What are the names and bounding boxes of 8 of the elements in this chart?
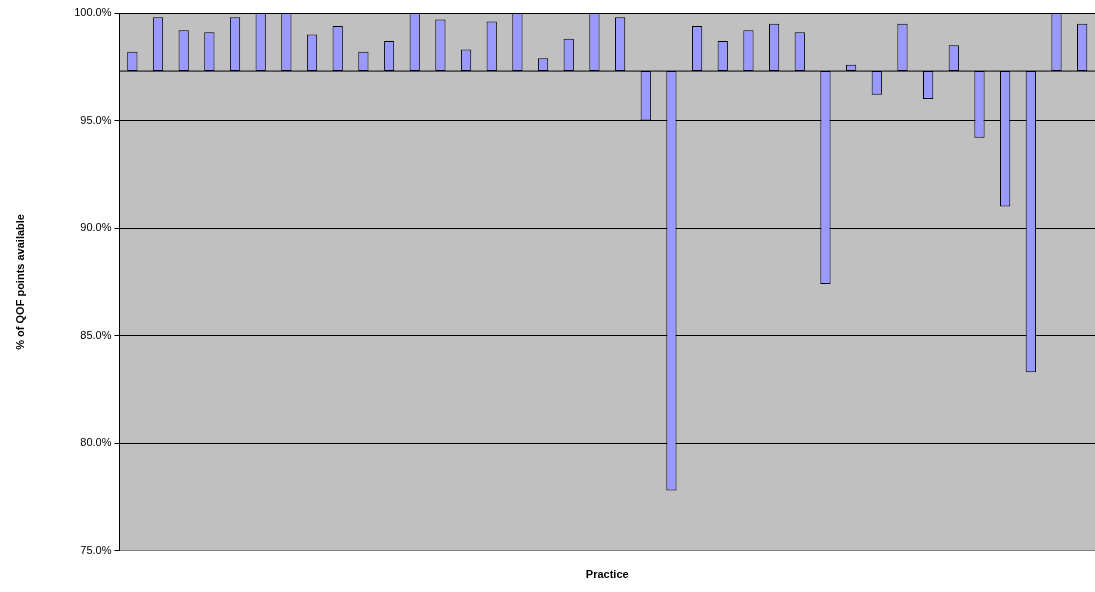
y-tick-label: 95.0%	[80, 113, 112, 126]
x-axis-title: Practice	[585, 568, 629, 581]
y-tick-label: 100.0%	[74, 6, 112, 19]
y-tick-label: 80.0%	[80, 436, 112, 449]
y-axis-title: % of QOF points available	[13, 214, 26, 350]
y-tick-label: 75.0%	[80, 543, 112, 556]
y-tick-label: 85.0%	[80, 328, 112, 341]
y-tick-label: 90.0%	[80, 221, 112, 234]
